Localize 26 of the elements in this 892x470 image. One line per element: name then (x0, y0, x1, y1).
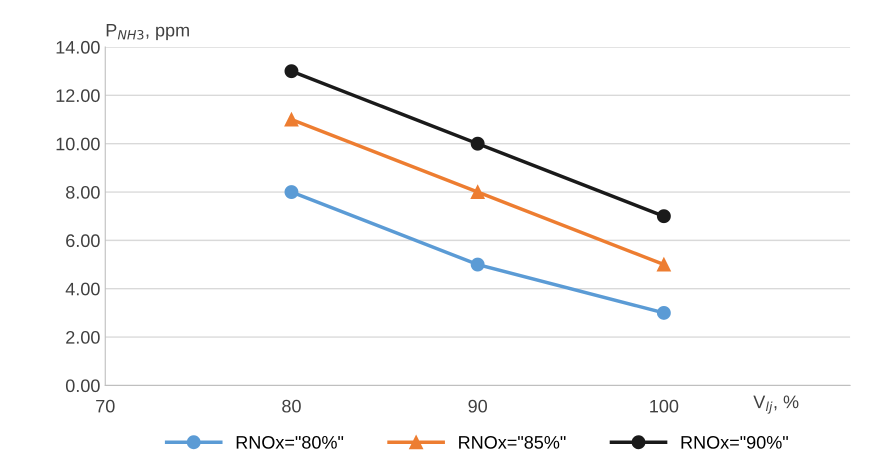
point (284, 185, 298, 199)
point (284, 112, 298, 126)
y-tick-label: 10.00 (56, 138, 100, 150)
x-tick-label: 100 (650, 400, 678, 413)
legend-label: RNOx="85%" (459, 436, 566, 449)
point (656, 258, 671, 272)
x-axis-title: V$_{lj}$, % (753, 396, 798, 414)
point (656, 306, 671, 320)
point (470, 258, 485, 272)
y-tick-label: 4.00 (66, 282, 100, 296)
y-tick-label: 12.00 (56, 89, 100, 102)
y-tick-label: 14.00 (56, 40, 100, 54)
y-tick-label: 2.00 (66, 330, 100, 344)
y-tick-label: 8.00 (66, 186, 100, 199)
x-tick-label: 70 (96, 400, 115, 413)
y-tick-label: 0.00 (66, 379, 100, 392)
x-tick-label: 80 (282, 400, 301, 413)
point (470, 185, 485, 199)
point (656, 209, 671, 224)
legend-label: RNOx="90%" (682, 436, 788, 449)
y-axis-title: P$_{NH3}$, ppm (106, 24, 189, 40)
y-tick-label: 6.00 (66, 234, 100, 248)
point (470, 136, 485, 151)
point (284, 64, 298, 78)
legend-label: RNOx="80%" (236, 436, 344, 449)
x-tick-label: 90 (468, 400, 487, 413)
